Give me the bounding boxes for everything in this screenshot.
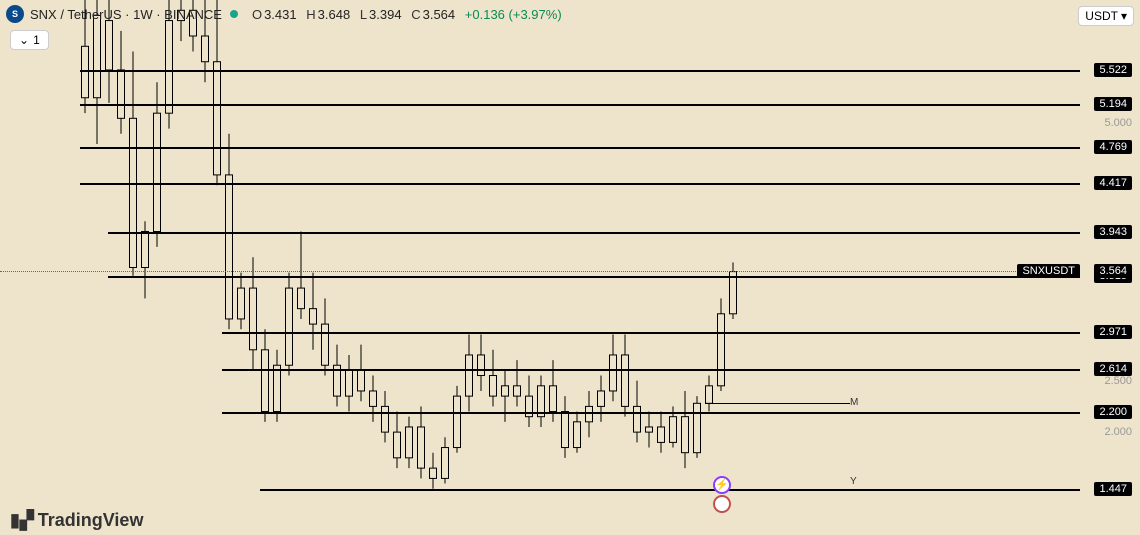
indicator-dropdown[interactable]: ⌄ 1	[10, 30, 49, 50]
ohlc-readout: O3.431 H3.648 L3.394 C3.564 +0.136 (+3.9…	[246, 7, 562, 22]
secondary-marker-icon[interactable]	[713, 495, 731, 513]
flash-marker-icon[interactable]: ⚡	[713, 476, 731, 494]
price-level-line[interactable]	[80, 183, 1080, 185]
timeframe: 1W	[133, 7, 153, 22]
symbol-icon: S	[6, 5, 24, 23]
axis-grid-label: 2.000	[1104, 426, 1132, 438]
axis-grid-label: 5.000	[1104, 117, 1132, 129]
branding-text: TradingView	[38, 510, 144, 531]
indicator-count: 1	[33, 33, 40, 47]
ohlc-close: 3.564	[423, 7, 456, 22]
y-label: Y	[850, 476, 857, 487]
ohlc-high: 3.648	[318, 7, 351, 22]
current-price-line	[0, 271, 1080, 272]
price-level-line[interactable]	[80, 147, 1080, 149]
change-pct: (+3.97%)	[509, 7, 562, 22]
price-level-line[interactable]	[80, 70, 1080, 72]
price-level-line[interactable]	[222, 332, 1080, 334]
symbol-pair: SNX / TetherUS	[30, 7, 122, 22]
status-dot-icon	[230, 10, 238, 18]
current-price-label: 3.564	[1094, 264, 1132, 278]
axis-grid-label: 2.500	[1104, 375, 1132, 387]
price-level-label: 1.447	[1094, 482, 1132, 496]
branding-logo[interactable]: ▮▞ TradingView	[10, 510, 143, 531]
change-abs: +0.136	[465, 7, 505, 22]
price-level-label: 5.522	[1094, 63, 1132, 77]
candlestick-svg	[0, 0, 1140, 535]
price-level-label: 3.943	[1094, 225, 1132, 239]
m-projection-line[interactable]	[705, 403, 850, 404]
price-level-line[interactable]	[108, 232, 1080, 234]
symbol-text[interactable]: SNX / TetherUS · 1W · BINANCE	[30, 7, 222, 22]
price-level-label: 2.971	[1094, 325, 1132, 339]
ticker-tag: SNXUSDT	[1017, 264, 1080, 278]
price-level-line[interactable]	[80, 104, 1080, 106]
price-level-label: 2.200	[1094, 405, 1132, 419]
ohlc-open: 3.431	[264, 7, 297, 22]
exchange: BINANCE	[164, 7, 222, 22]
price-level-label: 5.194	[1094, 97, 1132, 111]
price-level-label: 4.417	[1094, 176, 1132, 190]
price-level-line[interactable]	[260, 489, 1080, 491]
tradingview-icon: ▮▞	[10, 510, 34, 531]
price-level-label: 4.769	[1094, 140, 1132, 154]
price-level-line[interactable]	[108, 276, 1080, 278]
ohlc-low: 3.394	[369, 7, 402, 22]
chart-area[interactable]: 5.5225.1944.7694.4173.9433.5152.9712.614…	[0, 0, 1140, 535]
chart-header: S SNX / TetherUS · 1W · BINANCE O3.431 H…	[0, 0, 1140, 28]
price-level-line[interactable]	[222, 412, 1080, 414]
chevron-down-icon: ⌄	[19, 33, 29, 47]
m-label: M	[850, 397, 858, 408]
price-level-line[interactable]	[222, 369, 1080, 371]
